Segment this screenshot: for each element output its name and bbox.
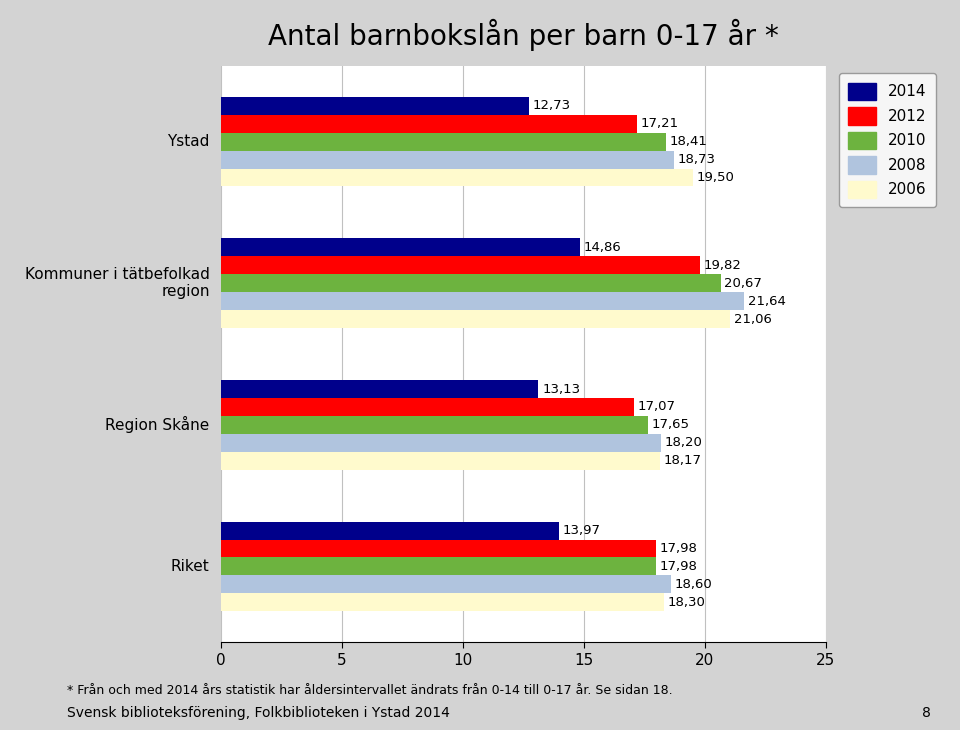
Bar (221, 575, 671, 593)
Text: 18,41: 18,41 (670, 135, 708, 148)
Bar (221, 434, 661, 452)
Bar (221, 452, 660, 469)
Text: 14,86: 14,86 (584, 241, 622, 254)
Text: 18,30: 18,30 (667, 596, 705, 609)
Bar (221, 97, 529, 115)
Text: 18,20: 18,20 (664, 437, 703, 449)
Bar (221, 274, 721, 292)
Text: Svensk biblioteksförening, Folkbiblioteken i Ystad 2014: Svensk biblioteksförening, Folkbibliotek… (67, 706, 450, 720)
Text: 21,64: 21,64 (748, 295, 786, 307)
Text: 17,65: 17,65 (652, 418, 689, 431)
Legend: 2014, 2012, 2010, 2008, 2006: 2014, 2012, 2010, 2008, 2006 (839, 73, 936, 207)
Bar (221, 558, 656, 575)
Text: 17,21: 17,21 (640, 118, 679, 130)
Bar (221, 150, 674, 169)
Bar (221, 292, 744, 310)
Text: 17,07: 17,07 (637, 401, 676, 413)
Text: 13,13: 13,13 (542, 383, 580, 396)
Bar (221, 593, 663, 611)
Text: 21,06: 21,06 (733, 312, 772, 326)
Text: 18,73: 18,73 (678, 153, 715, 166)
Bar (221, 310, 731, 328)
Text: 18,17: 18,17 (664, 454, 702, 467)
Text: 19,50: 19,50 (696, 171, 734, 184)
Text: 12,73: 12,73 (533, 99, 570, 112)
Text: 8: 8 (923, 706, 931, 720)
Bar (221, 239, 580, 256)
Text: 20,67: 20,67 (725, 277, 762, 290)
Text: 17,98: 17,98 (660, 542, 697, 555)
Bar (221, 133, 666, 150)
Bar (221, 256, 700, 274)
Bar (221, 169, 692, 186)
Bar (221, 522, 559, 539)
Bar (221, 380, 539, 398)
Text: 18,60: 18,60 (675, 578, 712, 591)
Text: 17,98: 17,98 (660, 560, 697, 573)
Bar (221, 398, 634, 416)
Text: 13,97: 13,97 (563, 524, 600, 537)
Bar (221, 416, 648, 434)
Title: Antal barnbokslån per barn 0-17 år *: Antal barnbokslån per barn 0-17 år * (268, 19, 779, 51)
Bar (221, 539, 656, 558)
Bar (221, 115, 637, 133)
Text: 19,82: 19,82 (704, 259, 742, 272)
Text: * Från och med 2014 års statistik har åldersintervallet ändrats från 0-14 till 0: * Från och med 2014 års statistik har ål… (67, 683, 673, 696)
